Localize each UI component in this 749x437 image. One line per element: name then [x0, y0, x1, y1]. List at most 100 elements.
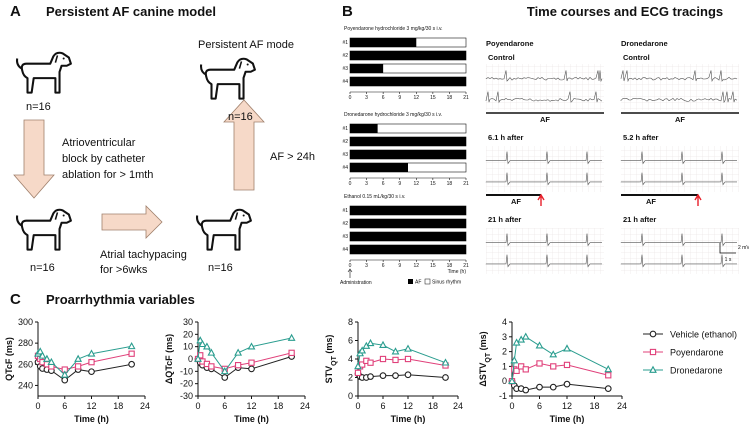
tick-label: 21	[463, 263, 469, 269]
dog-icon	[15, 51, 72, 94]
x-tick-label: 0	[509, 401, 514, 411]
y-tick-label: 2	[348, 373, 353, 383]
panel-c: C Proarrhythmia variables	[10, 291, 195, 308]
y-tick-label: 2	[502, 347, 507, 357]
dog-icon	[15, 208, 72, 251]
x-tick-label: 6	[222, 401, 227, 411]
scale-bar	[719, 243, 736, 254]
y-tick-label: 20	[183, 329, 193, 339]
marker	[247, 342, 256, 350]
legend-swatch	[408, 279, 413, 284]
row-label: #2	[342, 139, 348, 145]
y-tick-label: 0	[188, 354, 193, 364]
marker	[194, 354, 202, 362]
y-tick-label: 3	[502, 332, 507, 342]
panel-title: Persistent AF canine model	[46, 4, 216, 19]
arrow-right	[101, 205, 163, 239]
tick-label: 9	[398, 263, 401, 269]
marker	[208, 363, 215, 370]
marker	[202, 342, 211, 350]
tick-label: 3	[365, 181, 368, 187]
af-bar	[350, 232, 466, 241]
y-tick-label: -10	[180, 366, 193, 376]
y-axis-label-part: (ms)	[324, 335, 334, 357]
marker	[379, 372, 387, 380]
x-tick-label: 24	[617, 401, 627, 411]
marker	[74, 363, 82, 370]
conversion-arrow	[537, 193, 545, 206]
ecg-trace	[485, 254, 602, 268]
tick-label: 18	[447, 95, 453, 101]
marker	[207, 348, 216, 356]
marker	[248, 365, 255, 373]
ecg-trace	[620, 70, 738, 83]
annotation: Administration	[340, 280, 372, 286]
tick-label: 9	[398, 95, 401, 101]
legend-label: Sinus rhythm	[432, 280, 461, 286]
af-label: AF	[540, 115, 550, 124]
af-label: AF	[646, 197, 656, 206]
ecg-trace	[485, 70, 603, 83]
tick-label: 0	[349, 95, 352, 101]
row-label: #4	[342, 79, 348, 85]
marker	[563, 380, 571, 388]
step-text: Atrial tachypacing	[100, 249, 187, 261]
tick-label: 0	[349, 263, 352, 269]
marker	[379, 355, 387, 363]
marker	[47, 357, 56, 366]
row-label: #4	[342, 165, 348, 171]
row-label: #1	[342, 40, 348, 46]
y-tick-label: 280	[18, 338, 33, 348]
ecg-row-label: 21 h after	[623, 215, 656, 224]
ecg-trace	[485, 151, 602, 165]
marker	[521, 332, 530, 340]
y-tick-label: 30	[183, 317, 193, 327]
x-axis-label: Time (h)	[391, 414, 426, 424]
y-tick-label: 4	[502, 317, 507, 327]
y-axis-label-part: ΔSTV	[478, 363, 488, 387]
marker	[535, 341, 544, 349]
y-tick-label: 10	[183, 342, 193, 352]
af-bar	[350, 124, 378, 133]
x-axis-label: Time (h)	[550, 414, 585, 424]
x-tick-label: 18	[113, 401, 123, 411]
marker	[248, 359, 255, 366]
end-state: Persistent AF mode	[198, 39, 294, 51]
y-tick-label: 0	[348, 391, 353, 401]
y-tick-label: -20	[180, 379, 193, 389]
marker	[649, 348, 657, 356]
y-tick-label: -1	[499, 391, 507, 401]
dog-icon	[199, 57, 256, 100]
marker	[392, 356, 399, 364]
marker	[358, 346, 367, 354]
af-bar	[350, 51, 466, 60]
marker	[127, 341, 136, 350]
y-tick-label: 1	[502, 361, 507, 371]
y-tick-label: 300	[18, 317, 33, 327]
marker	[359, 361, 366, 368]
series-line	[511, 336, 609, 382]
legend-label: AF	[415, 280, 421, 286]
y-axis-label: ΔSTVQT (ms)	[478, 331, 492, 386]
x-axis-label: Time (h)	[448, 269, 467, 275]
scale-label: 1 s	[725, 257, 732, 263]
y-tick-label: 4	[348, 354, 353, 364]
marker	[288, 349, 295, 356]
marker	[508, 376, 516, 385]
step-text: for >6wks	[100, 264, 148, 276]
ecg-trace	[620, 91, 738, 104]
y-axis-label: STVQT (ms)	[324, 335, 338, 384]
tick-label: 12	[414, 263, 420, 269]
af-bar	[350, 245, 466, 254]
marker	[441, 358, 450, 366]
legend-label: Dronedarone	[670, 366, 723, 376]
ecg-trace	[485, 91, 603, 104]
marker	[42, 354, 51, 362]
marker	[522, 386, 530, 394]
y-tick-label: 8	[348, 317, 353, 327]
tick-label: 15	[430, 263, 436, 269]
y-tick-label: -30	[180, 391, 193, 401]
panel-b: B Time courses and ECG tracings	[342, 3, 723, 20]
step-text: AF > 24h	[270, 151, 315, 163]
